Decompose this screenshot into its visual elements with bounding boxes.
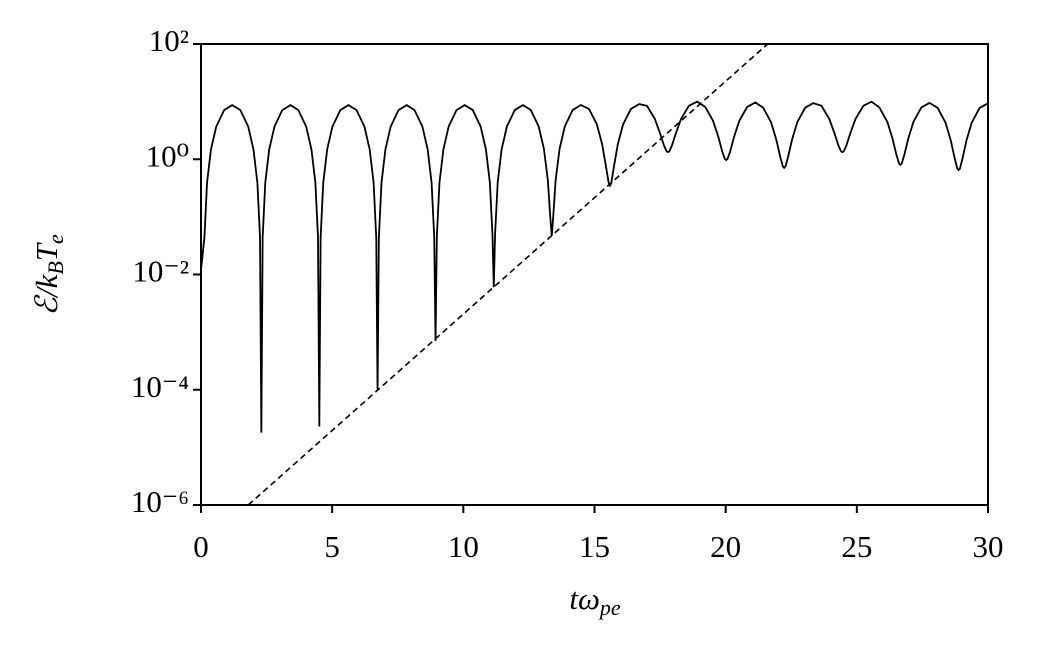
x-tick-label: 20 bbox=[710, 529, 741, 564]
y-tick-label: 10⁻² bbox=[132, 254, 189, 289]
y-tick-label: 10² bbox=[149, 23, 189, 58]
x-tick-label: 10 bbox=[448, 529, 479, 564]
x-tick-label: 30 bbox=[973, 529, 1004, 564]
reference-line bbox=[247, 44, 769, 505]
y-tick-label: 10⁻⁴ bbox=[131, 369, 189, 404]
x-tick-label: 15 bbox=[579, 529, 610, 564]
y-tick-label: 10⁰ bbox=[146, 138, 189, 173]
x-tick-label: 25 bbox=[841, 529, 872, 564]
y-axis-label: ℰ/kBTe bbox=[29, 234, 68, 316]
plot-frame bbox=[200, 43, 989, 506]
x-axis-label: tωpe bbox=[569, 581, 621, 620]
x-tick-label: 0 bbox=[193, 529, 209, 564]
x-tick-label: 5 bbox=[324, 529, 340, 564]
data-line bbox=[201, 100, 988, 433]
y-tick-label: 10⁻⁶ bbox=[131, 484, 189, 519]
